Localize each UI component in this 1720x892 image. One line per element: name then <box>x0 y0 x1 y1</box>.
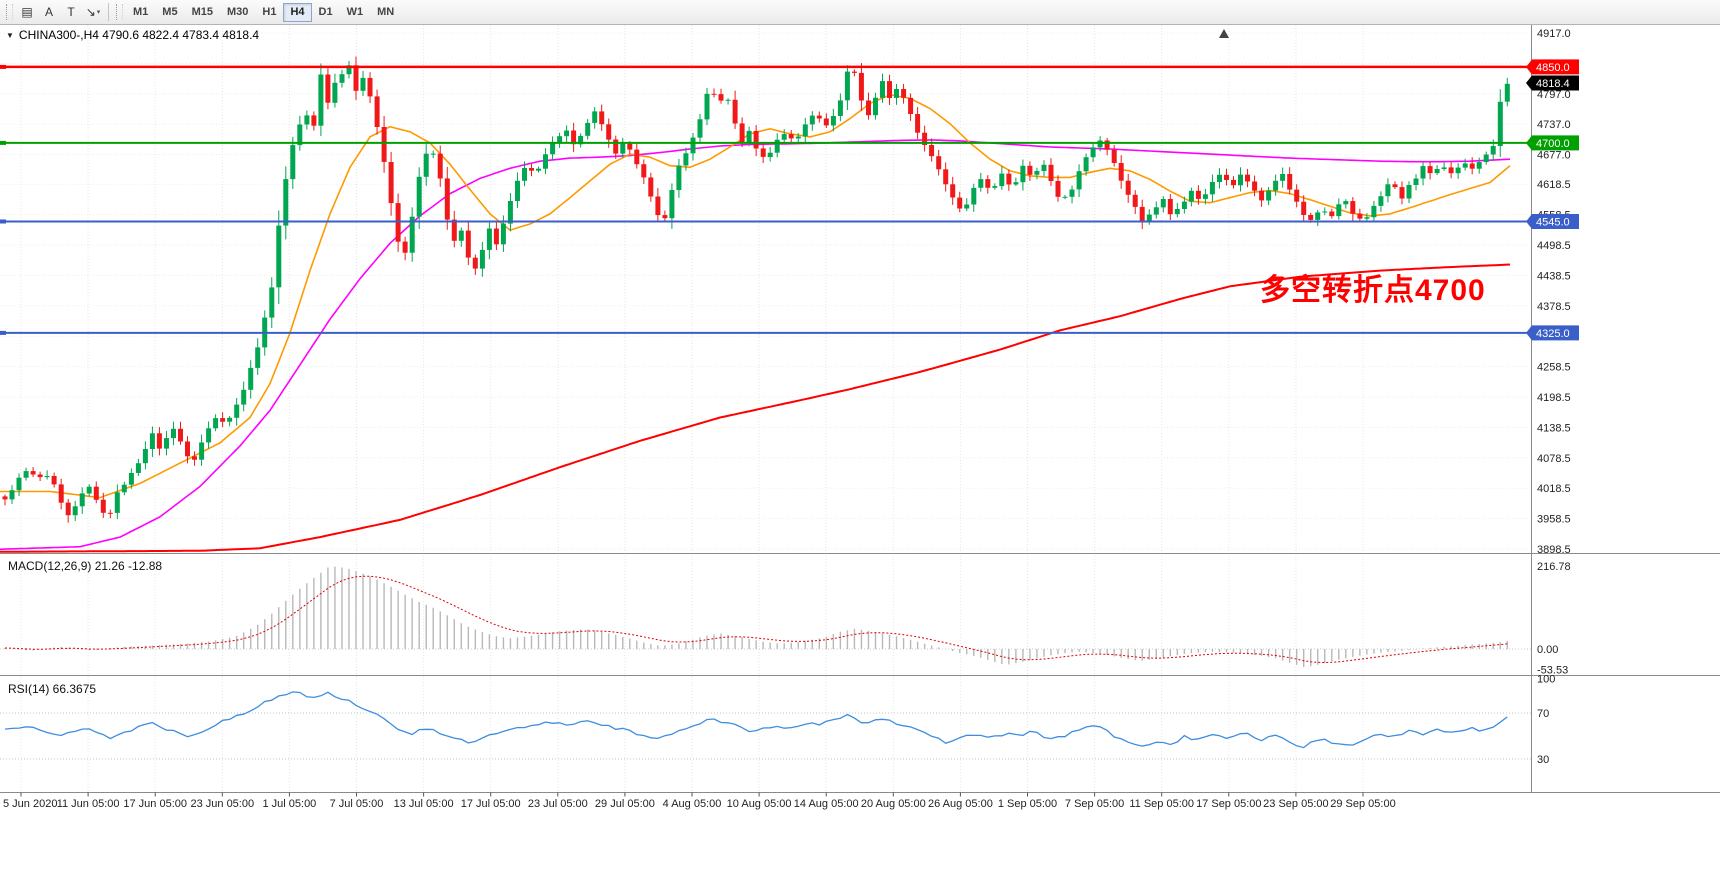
text-label-icon[interactable]: A <box>38 2 60 22</box>
arrow-objects-icon[interactable]: ↘ ▾ <box>82 2 104 22</box>
svg-text:4018.5: 4018.5 <box>1537 483 1571 495</box>
svg-text:100: 100 <box>1537 674 1555 686</box>
svg-text:23 Jun 05:00: 23 Jun 05:00 <box>190 798 254 810</box>
timeframe-H4[interactable]: H4 <box>283 2 312 22</box>
chart-canvas[interactable]: 4917.04797.04737.04677.04618.54558.54498… <box>0 25 1720 892</box>
svg-text:3898.5: 3898.5 <box>1537 544 1571 556</box>
timeframe-MN[interactable]: MN <box>370 3 401 22</box>
toolbar: ▤ A T ↘ ▾ M1 M5 M15 M30 H1 H4 D1 W1 MN <box>0 0 1720 25</box>
object-tools-group: ▤ A T ↘ ▾ <box>16 2 104 22</box>
svg-text:4498.5: 4498.5 <box>1537 240 1571 252</box>
svg-text:23 Sep 05:00: 23 Sep 05:00 <box>1263 798 1328 810</box>
svg-text:4 Aug 05:00: 4 Aug 05:00 <box>663 798 722 810</box>
svg-text:4078.5: 4078.5 <box>1537 453 1571 465</box>
timeframe-M30[interactable]: M30 <box>220 3 255 22</box>
timeframe-M5[interactable]: M5 <box>155 3 184 22</box>
timeframe-D1[interactable]: D1 <box>312 3 340 22</box>
svg-text:29 Sep 05:00: 29 Sep 05:00 <box>1330 798 1395 810</box>
chart-window[interactable]: 4917.04797.04737.04677.04618.54558.54498… <box>0 25 1720 892</box>
timeframes-group: M1 M5 M15 M30 H1 H4 D1 W1 MN <box>126 2 401 22</box>
svg-text:4818.4: 4818.4 <box>1536 78 1570 90</box>
svg-text:4917.0: 4917.0 <box>1537 28 1571 40</box>
ohlc-text: CHINA300-,H4 4790.6 4822.4 4783.4 4818.4 <box>18 28 260 42</box>
horizontal-level-lines[interactable] <box>0 64 1531 335</box>
rsi-label: RSI(14) 66.3675 <box>8 682 97 696</box>
svg-text:4850.0: 4850.0 <box>1536 62 1570 74</box>
svg-text:4797.0: 4797.0 <box>1537 89 1571 101</box>
svg-text:11 Jun 05:00: 11 Jun 05:00 <box>57 798 120 810</box>
price-badge-4700.0: 4700.0 <box>1526 135 1579 151</box>
chart-grid <box>0 25 1531 793</box>
svg-text:7 Sep 05:00: 7 Sep 05:00 <box>1065 798 1124 810</box>
text-tool-icon[interactable]: T <box>60 2 82 22</box>
price-axis[interactable]: 4917.04797.04737.04677.04618.54558.54498… <box>1526 28 1579 556</box>
svg-text:216.78: 216.78 <box>1537 561 1571 573</box>
symbol-ohlc-header: ▼ CHINA300-,H4 4790.6 4822.4 4783.4 4818… <box>6 28 259 42</box>
rsi-line <box>4 691 1508 749</box>
svg-text:17 Jun 05:00: 17 Jun 05:00 <box>123 798 187 810</box>
svg-text:0.00: 0.00 <box>1537 644 1558 656</box>
price-badge-4850.0: 4850.0 <box>1526 59 1579 75</box>
price-badge-4545.0: 4545.0 <box>1526 213 1579 229</box>
svg-text:-53.53: -53.53 <box>1537 665 1568 677</box>
svg-text:23 Jul 05:00: 23 Jul 05:00 <box>528 798 588 810</box>
timeframe-M1[interactable]: M1 <box>126 3 155 22</box>
svg-text:1 Sep 05:00: 1 Sep 05:00 <box>998 798 1057 810</box>
svg-text:20 Aug 05:00: 20 Aug 05:00 <box>861 798 926 810</box>
svg-text:4378.5: 4378.5 <box>1537 301 1571 313</box>
svg-text:4258.5: 4258.5 <box>1537 362 1571 374</box>
svg-text:3958.5: 3958.5 <box>1537 514 1571 526</box>
svg-text:30: 30 <box>1537 754 1549 766</box>
svg-text:10 Aug 05:00: 10 Aug 05:00 <box>727 798 792 810</box>
toolbar-grip[interactable] <box>6 4 13 20</box>
time-axis[interactable]: 5 Jun 2020 11 Jun 05:00 17 Jun 05:00 23 Jun… <box>3 792 1396 811</box>
svg-text:4198.5: 4198.5 <box>1537 392 1571 404</box>
svg-text:29 Jul 05:00: 29 Jul 05:00 <box>595 798 655 810</box>
svg-text:4138.5: 4138.5 <box>1537 422 1571 434</box>
timeframe-W1[interactable]: W1 <box>340 3 371 22</box>
moving-averages <box>0 93 1511 553</box>
ma-line-slow <box>0 263 1511 553</box>
svg-text:17 Sep 05:00: 17 Sep 05:00 <box>1196 798 1261 810</box>
toolbar-separator <box>108 3 109 21</box>
collapse-triangle-icon[interactable]: ▼ <box>6 30 14 40</box>
svg-text:26 Aug 05:00: 26 Aug 05:00 <box>928 798 993 810</box>
svg-text:11 Sep 05:00: 11 Sep 05:00 <box>1129 798 1194 810</box>
svg-text:4438.5: 4438.5 <box>1537 270 1571 282</box>
svg-text:4618.5: 4618.5 <box>1537 179 1571 191</box>
toolbar-grip-2[interactable] <box>116 4 123 20</box>
price-badge-4325.0: 4325.0 <box>1526 325 1579 341</box>
svg-text:4737.0: 4737.0 <box>1537 119 1571 131</box>
panel-separators <box>0 25 1720 793</box>
svg-text:4545.0: 4545.0 <box>1536 217 1570 229</box>
chart-shift-marker <box>1219 29 1229 38</box>
ma-line-medium <box>0 139 1511 551</box>
price-badge-4818.4: 4818.4 <box>1526 75 1579 91</box>
rsi-panel: 100 70 30 <box>0 674 1555 766</box>
svg-text:17 Jul 05:00: 17 Jul 05:00 <box>461 798 521 810</box>
timeframe-M15[interactable]: M15 <box>185 3 220 22</box>
svg-text:13 Jul 05:00: 13 Jul 05:00 <box>394 798 454 810</box>
svg-text:7 Jul 05:00: 7 Jul 05:00 <box>330 798 384 810</box>
timeframe-H1[interactable]: H1 <box>255 3 283 22</box>
macd-panel: 216.78 0.00 -53.53 <box>0 561 1571 677</box>
macd-label: MACD(12,26,9) 21.26 -12.88 <box>8 559 163 573</box>
svg-text:4677.0: 4677.0 <box>1537 150 1571 162</box>
svg-text:1 Jul 05:00: 1 Jul 05:00 <box>262 798 316 810</box>
candlestick-series <box>2 56 1510 523</box>
svg-text:5 Jun 2020: 5 Jun 2020 <box>3 798 57 810</box>
chart-objects-icon[interactable]: ▤ <box>16 2 38 22</box>
svg-text:14 Aug 05:00: 14 Aug 05:00 <box>794 798 859 810</box>
svg-text:4700.0: 4700.0 <box>1536 138 1570 150</box>
svg-text:4325.0: 4325.0 <box>1536 328 1570 340</box>
svg-text:70: 70 <box>1537 708 1549 720</box>
chart-annotation[interactable]: 多空转折点4700 <box>1260 274 1486 307</box>
macd-signal-line <box>4 575 1508 664</box>
